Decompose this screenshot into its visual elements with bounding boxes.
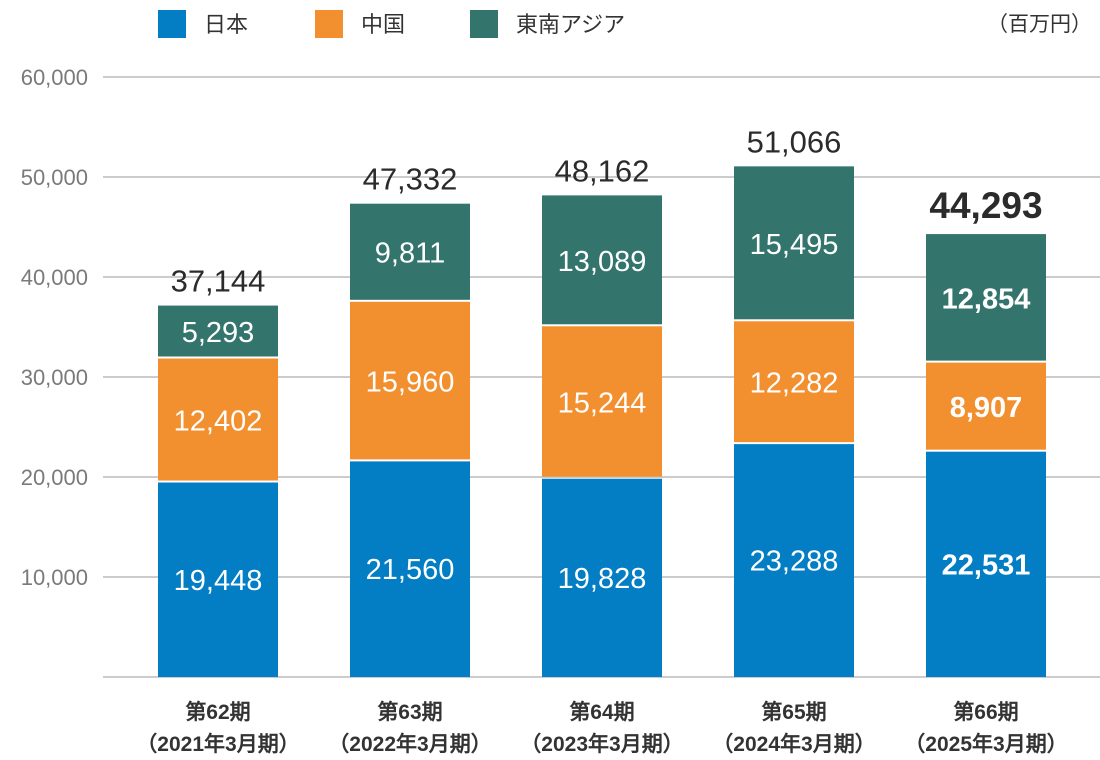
total-value-label: 47,332 (363, 162, 458, 197)
segment-value-label: 22,531 (942, 549, 1031, 581)
bar-segment-southeast-asia (158, 305, 278, 357)
x-tick-fiscal: （2024年3月期） (712, 732, 875, 756)
legend-label: 中国 (361, 12, 405, 37)
x-category: 第63期 （2022年3月期） (328, 700, 491, 756)
segment-value-label: 23,288 (750, 546, 839, 578)
bar-segment-japan (926, 451, 1046, 677)
total-value-label: 44,293 (929, 185, 1042, 226)
y-tick-label: 30,000 (21, 365, 88, 390)
bar-segment-china (542, 326, 662, 477)
bar-segment-china (350, 301, 470, 460)
legend: 日本 中国 東南アジア (158, 10, 625, 38)
bar-stack: 19,828 15,244 13,089 48,162 (542, 153, 662, 677)
bar-segment-japan (734, 444, 854, 677)
x-tick-fiscal: （2025年3月期） (904, 732, 1067, 756)
bar-segment-japan (158, 482, 278, 677)
segment-value-label: 19,828 (558, 563, 647, 595)
segment-value-label: 8,907 (950, 392, 1023, 424)
segment-value-label: 15,960 (366, 367, 455, 399)
x-axis: 第62期 （2021年3月期） 第63期 （2022年3月期） 第64期 （2023年3月… (136, 700, 1067, 756)
x-tick-period: 第66期 (953, 700, 1018, 724)
total-value-label: 37,144 (171, 264, 266, 299)
x-tick-fiscal: （2021年3月期） (136, 732, 299, 756)
y-axis: 10,000 20,000 30,000 40,000 50,000 60,000 (21, 65, 88, 590)
bar-segment-japan (542, 478, 662, 677)
bar-segment-southeast-asia (542, 195, 662, 325)
segment-value-label: 12,854 (942, 283, 1031, 315)
x-tick-fiscal: （2023年3月期） (520, 732, 683, 756)
legend-label: 東南アジア (516, 12, 625, 37)
legend-swatch (315, 10, 343, 38)
legend-item: 日本 (158, 10, 248, 38)
x-tick-period: 第63期 (377, 700, 442, 724)
bar-stack: 21,560 15,960 9,811 47,332 (350, 162, 470, 677)
legend-swatch (470, 10, 498, 38)
bar-segment-china (158, 358, 278, 481)
x-category: 第65期 （2024年3月期） (712, 700, 875, 756)
total-value-label: 51,066 (747, 124, 842, 159)
x-tick-period: 第62期 (185, 700, 250, 724)
segment-value-label: 12,402 (174, 406, 263, 438)
segment-value-label: 15,244 (558, 388, 647, 420)
y-tick-label: 10,000 (21, 565, 88, 590)
segment-value-label: 9,811 (375, 238, 445, 270)
y-tick-label: 60,000 (21, 65, 88, 90)
bar-stack: 23,288 12,282 15,495 51,066 (734, 124, 854, 677)
x-tick-period: 第64期 (569, 700, 634, 724)
bar-segment-china (734, 321, 854, 443)
x-tick-fiscal: （2022年3月期） (328, 732, 491, 756)
bar-stack: 22,531 8,907 12,854 44,293 (926, 185, 1046, 677)
total-value-label: 48,162 (555, 153, 650, 188)
legend-label: 日本 (204, 12, 248, 37)
x-category: 第64期 （2023年3月期） (520, 700, 683, 756)
bar-segment-southeast-asia (734, 166, 854, 320)
segment-value-label: 13,089 (558, 246, 647, 278)
bar-segment-japan (350, 461, 470, 677)
legend-item: 中国 (315, 10, 405, 38)
y-tick-label: 20,000 (21, 465, 88, 490)
x-category: 第62期 （2021年3月期） (136, 700, 299, 756)
bar-segment-southeast-asia (926, 234, 1046, 361)
x-category: 第66期 （2025年3月期） (904, 700, 1067, 756)
unit-label: （百万円） (987, 13, 1092, 36)
bar-segment-china (926, 362, 1046, 450)
x-tick-period: 第65期 (761, 700, 826, 724)
y-tick-label: 50,000 (21, 165, 88, 190)
segment-value-label: 15,495 (750, 229, 839, 261)
bar-stack: 19,448 12,402 5,293 37,144 (158, 264, 278, 677)
segment-value-label: 19,448 (174, 565, 263, 597)
legend-item: 東南アジア (470, 10, 625, 38)
segment-value-label: 12,282 (750, 368, 839, 400)
segment-value-label: 5,293 (182, 317, 255, 349)
y-tick-label: 40,000 (21, 265, 88, 290)
bar-segment-southeast-asia (350, 203, 470, 300)
bars: 19,448 12,402 5,293 37,144 21,560 15,960 9,811… (158, 124, 1046, 677)
legend-swatch (158, 10, 186, 38)
segment-value-label: 21,560 (366, 554, 455, 586)
